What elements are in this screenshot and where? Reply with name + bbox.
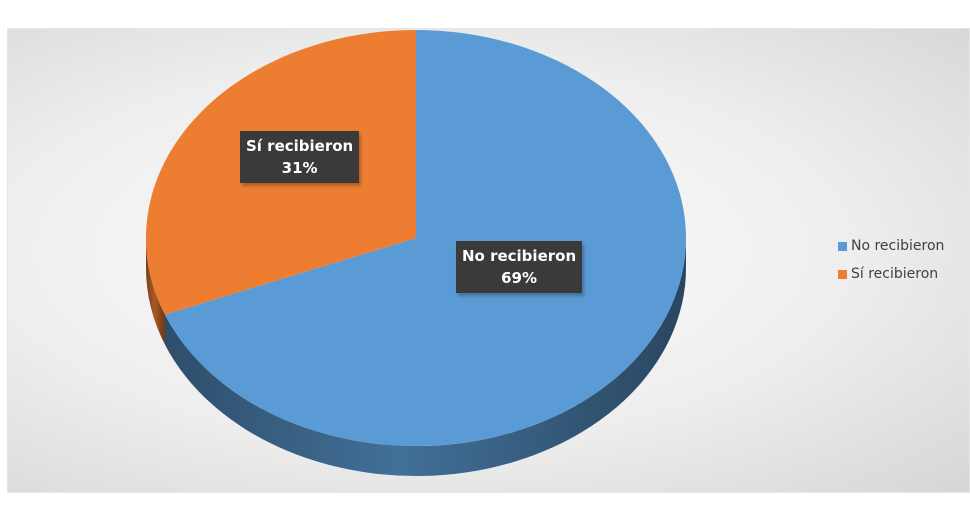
legend-item-si-recibieron: Sí recibieron bbox=[838, 260, 944, 288]
data-label-si-recibieron: Sí recibieron 31% bbox=[240, 131, 360, 183]
data-label-percent: 31% bbox=[281, 159, 318, 177]
data-label-category: No recibieron bbox=[462, 247, 577, 265]
legend-swatch bbox=[838, 269, 847, 279]
data-label-no-recibieron: No recibieron 69% bbox=[456, 241, 583, 293]
data-label-category: Sí recibieron bbox=[246, 137, 354, 155]
legend-item-no-recibieron: No recibieron bbox=[838, 232, 944, 260]
legend: No recibieron Sí recibieron bbox=[838, 232, 944, 288]
legend-label: Sí recibieron bbox=[851, 266, 939, 282]
legend-label: No recibieron bbox=[851, 238, 945, 254]
data-label-percent: 69% bbox=[501, 269, 538, 287]
pie-side-sí-recibieron bbox=[146, 238, 165, 345]
pie-slice-no-recibieron bbox=[164, 30, 686, 446]
pie-side-no-recibieron bbox=[164, 238, 687, 477]
legend-swatch bbox=[838, 241, 847, 251]
